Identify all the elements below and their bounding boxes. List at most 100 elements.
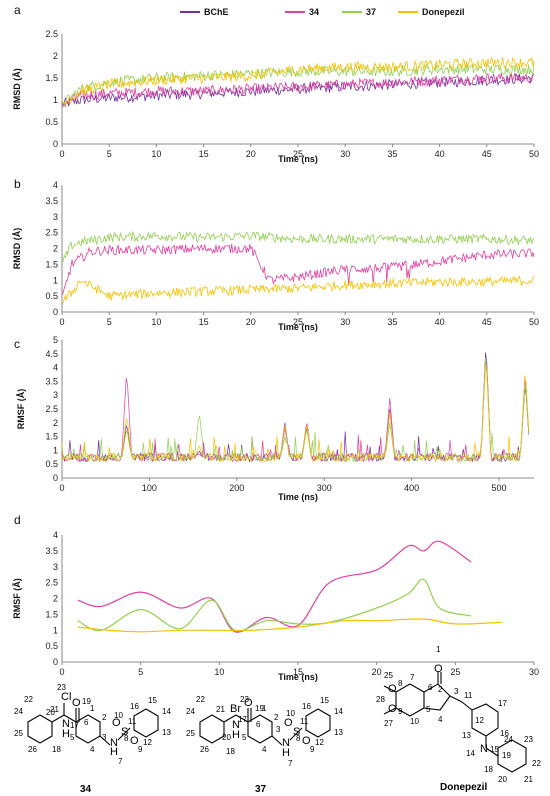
series-line-37: [61, 357, 530, 463]
x-tick-label: 10: [214, 667, 224, 677]
series-line-34: [77, 540, 472, 633]
atom-number: 24: [186, 707, 195, 716]
x-axis-title: Time (ns): [278, 492, 318, 502]
atom-number: 8: [398, 679, 403, 688]
atom-O: O: [130, 735, 139, 747]
chemical-structures: Cl O N H S O O H N 22 23 24 25 26 19 20 …: [14, 645, 541, 795]
y-axis-title: RMSD (Å): [12, 68, 22, 110]
x-tick-label: 15: [293, 667, 303, 677]
y-tick-label: 1: [53, 625, 58, 635]
y-axis-title: RMSF (Å): [16, 389, 26, 430]
atom-number: 13: [334, 728, 343, 737]
atom-number: 22: [196, 695, 205, 704]
compound-label: 34: [80, 784, 92, 795]
atom-H: H: [232, 729, 240, 741]
atom-number: 21: [216, 705, 225, 714]
atom-S: S: [293, 726, 300, 738]
y-axis-title: RMSF (Å): [12, 578, 22, 619]
x-tick-label: 40: [435, 317, 445, 327]
atom-H: H: [110, 746, 118, 758]
atom-number: 13: [162, 728, 171, 737]
atom-O: O: [72, 697, 81, 709]
atom-number: 27: [384, 719, 393, 728]
ring: [199, 714, 225, 744]
series-line-bche: [61, 352, 530, 463]
y-axis-title: RMSD (Å): [12, 228, 22, 270]
y-tick-label: 0.5: [45, 117, 58, 127]
atom-number: 6: [256, 720, 261, 729]
x-axis-title: Time (ns): [278, 154, 318, 164]
x-tick-label: 5: [107, 317, 112, 327]
atom-number: 5: [242, 733, 247, 742]
x-tick-label: 0: [59, 483, 64, 493]
atom-number: 19: [255, 704, 264, 713]
y-tick-label: 1: [53, 275, 58, 285]
y-tick-label: 3: [53, 562, 58, 572]
atom-number: 2: [102, 713, 107, 722]
legend-item-donepezil: Donepezil: [398, 7, 465, 17]
atom-number: 4: [262, 745, 267, 754]
atom-number: 3: [276, 725, 281, 734]
y-tick-label: 0: [53, 139, 58, 149]
x-tick-label: 20: [372, 667, 382, 677]
x-tick-label: 30: [529, 667, 539, 677]
atom-number: 7: [288, 759, 293, 768]
x-tick-label: 200: [229, 483, 244, 493]
atom-number: 14: [334, 707, 343, 716]
atom-S: S: [121, 726, 128, 738]
panel-a-chart: a BChE 34 37 Donepezil 0 0.5 1 1.5 2 2.5 0 5 10 15 20…: [12, 3, 539, 164]
y-tick-label: 2.5: [45, 404, 58, 414]
y-tick-label: 0.5: [45, 291, 58, 301]
chart-legend: BChE 34 37 Donepezil: [180, 7, 465, 17]
atom-number: 14: [466, 749, 475, 758]
atom-number: 9: [310, 745, 315, 754]
x-tick-label: 20: [246, 317, 256, 327]
atom-number: 21: [524, 775, 533, 784]
atom-number: 11: [464, 691, 473, 700]
atom-number: 21: [50, 705, 59, 714]
atom-number: 5: [70, 733, 75, 742]
atom-number: 15: [148, 696, 157, 705]
x-tick-label: 30: [340, 149, 350, 159]
donepezil-structure: O O O N 1 2 3 4 5 6 7 8 9 10 11 12 13 14…: [376, 645, 541, 793]
atom-O: O: [388, 683, 397, 695]
atom-number: 25: [14, 729, 23, 738]
y-tick-label: 5: [53, 335, 58, 345]
y-tick-label: 3: [53, 212, 58, 222]
atom-number: 2: [438, 685, 443, 694]
legend-label: BChE: [204, 7, 229, 17]
y-tick-label: 2: [53, 244, 58, 254]
panel-a-label: a: [14, 3, 21, 17]
atom-number: 19: [82, 697, 91, 706]
y-tick-label: 0.5: [45, 641, 58, 651]
series-line-donepezil: [61, 56, 535, 106]
compound-37-structure: Br O N H S O O H N 22 23 24 25 26 19 21 …: [186, 695, 343, 795]
ring: [471, 703, 499, 737]
atom-number: 22: [532, 759, 541, 768]
y-tick-label: 2: [53, 594, 58, 604]
y-tick-label: 4: [53, 363, 58, 373]
x-tick-label: 0: [59, 317, 64, 327]
ring: [497, 739, 527, 773]
atom-O: O: [434, 663, 443, 675]
y-tick-label: 1: [53, 445, 58, 455]
atom-O: O: [302, 735, 311, 747]
panel-d-label: d: [14, 513, 21, 527]
x-tick-label: 5: [107, 149, 112, 159]
atom-number: 12: [315, 738, 324, 747]
x-tick-label: 30: [340, 317, 350, 327]
atom-number: 19: [502, 751, 511, 760]
atom-Cl: Cl: [61, 691, 71, 703]
atom-number: 10: [286, 709, 295, 718]
atom-number: 2: [274, 713, 279, 722]
series-line-34: [61, 72, 535, 108]
x-tick-label: 45: [482, 149, 492, 159]
atom-number: 24: [504, 735, 513, 744]
legend-item-37: 37: [342, 7, 376, 17]
atom-number: 8: [296, 734, 301, 743]
atom-number: 3: [454, 687, 459, 696]
panel-c-chart: c 0 0.5 1 1.5 2 2.5 3 3.5 4 4.5 5 0 100 200 300 400 500 T…: [14, 335, 534, 502]
atom-number: 18: [52, 745, 61, 754]
y-tick-label: 1.5: [45, 259, 58, 269]
